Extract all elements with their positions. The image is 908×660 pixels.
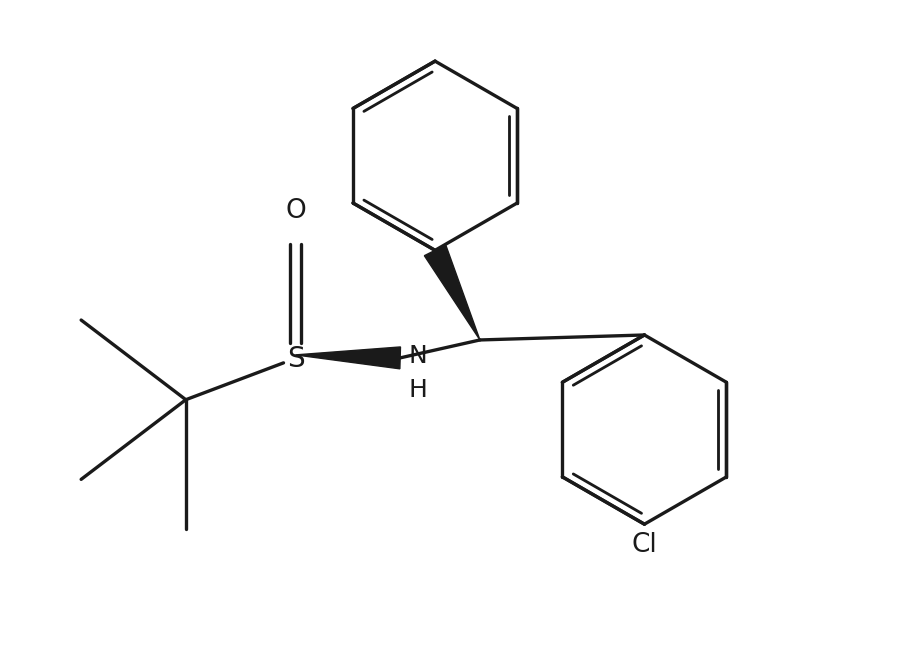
Text: H: H [408, 378, 427, 402]
Text: S: S [287, 345, 304, 373]
Text: O: O [285, 199, 306, 224]
Text: N: N [408, 344, 427, 368]
Polygon shape [424, 245, 480, 340]
Text: Cl: Cl [632, 532, 657, 558]
Polygon shape [295, 347, 400, 369]
